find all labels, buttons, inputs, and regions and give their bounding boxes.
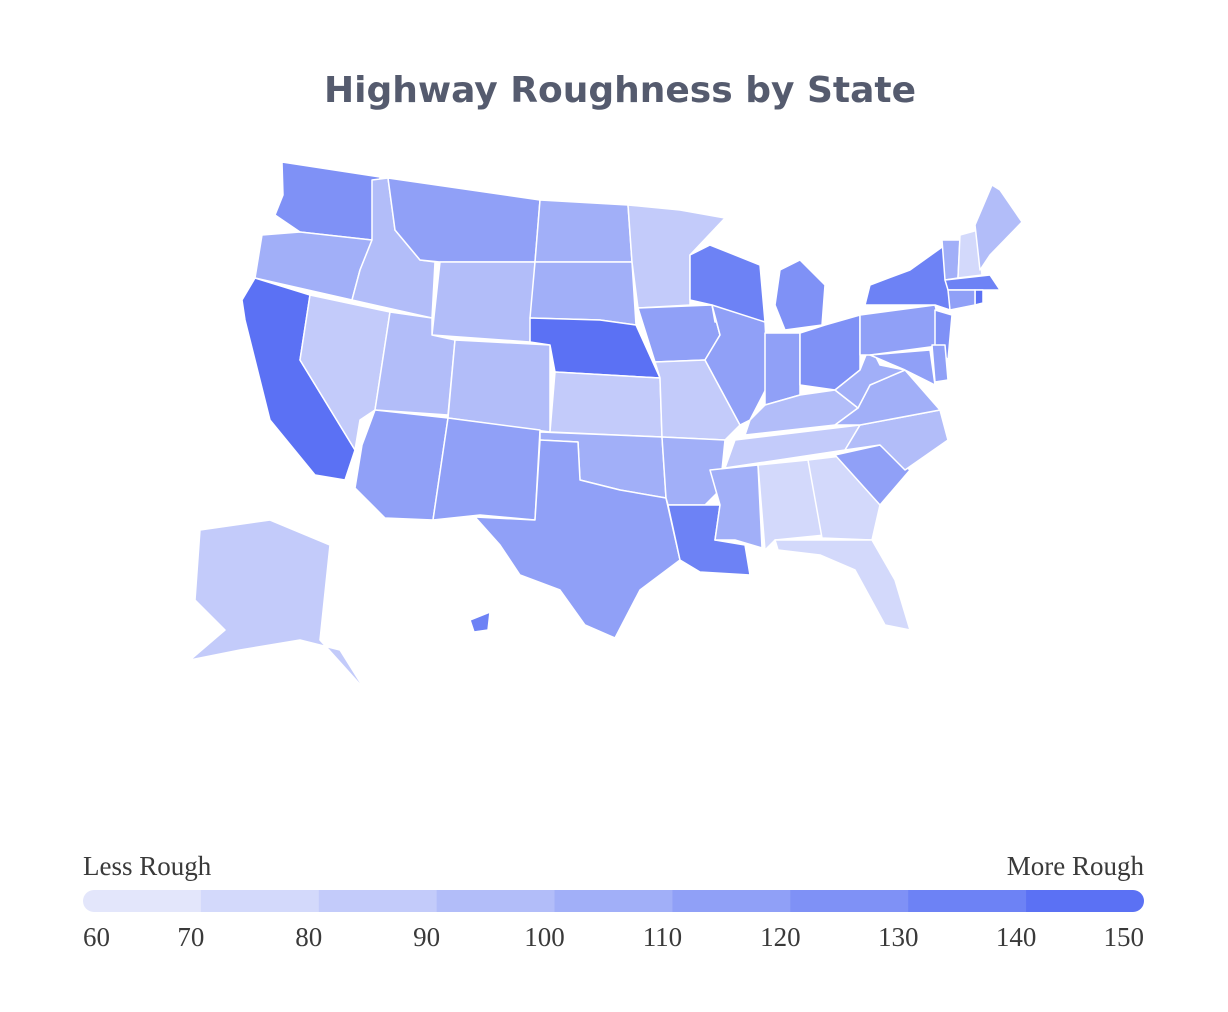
legend-bar	[83, 890, 1144, 912]
state	[944, 274, 1001, 291]
state	[534, 199, 633, 263]
legend-swatch	[790, 890, 909, 912]
state	[941, 239, 961, 281]
legend: Less Rough More Rough 60 70 80 90 100 110 120 1…	[83, 851, 1145, 952]
legend-swatch	[83, 890, 202, 912]
chart-title: Highway Roughness by State	[324, 70, 916, 111]
state	[974, 184, 1023, 271]
legend-tick-label: 130	[878, 922, 919, 952]
state	[447, 339, 551, 433]
legend-swatch	[672, 890, 791, 912]
state	[931, 344, 949, 383]
state	[859, 304, 946, 356]
legend-tick-label: 140	[996, 922, 1037, 952]
legend-max-label: More Rough	[1007, 851, 1145, 881]
state	[957, 229, 983, 279]
state	[469, 611, 491, 633]
state	[274, 161, 381, 241]
map	[189, 161, 1023, 691]
state	[974, 289, 984, 306]
legend-swatch	[318, 890, 438, 912]
state	[529, 261, 637, 326]
legend-tick-label: 120	[760, 922, 801, 952]
legend-tick-label: 100	[524, 922, 565, 952]
legend-swatch	[908, 890, 1027, 912]
legend-tick-label: 60	[83, 922, 110, 952]
state	[474, 439, 681, 639]
state	[864, 244, 951, 311]
state	[432, 417, 541, 521]
state	[431, 261, 536, 343]
state	[757, 459, 826, 551]
state	[774, 259, 826, 331]
legend-tick-label: 150	[1104, 922, 1145, 952]
legend-min-label: Less Rough	[83, 851, 212, 881]
state	[947, 289, 976, 311]
state	[869, 349, 936, 386]
state	[834, 344, 906, 409]
state	[387, 177, 541, 263]
legend-tick-label: 110	[643, 922, 683, 952]
state	[774, 539, 911, 631]
state	[764, 332, 801, 406]
legend-tick-label: 80	[295, 922, 322, 952]
legend-tick-label: 90	[413, 922, 440, 952]
state	[354, 409, 449, 521]
state	[637, 304, 721, 363]
state	[549, 371, 663, 438]
legend-swatch	[554, 890, 673, 912]
state	[834, 444, 911, 506]
legend-swatch	[200, 890, 320, 912]
legend-swatch	[1026, 890, 1144, 912]
legend-tick-label: 70	[177, 922, 204, 952]
legend-swatch	[436, 890, 556, 912]
state	[189, 519, 366, 691]
